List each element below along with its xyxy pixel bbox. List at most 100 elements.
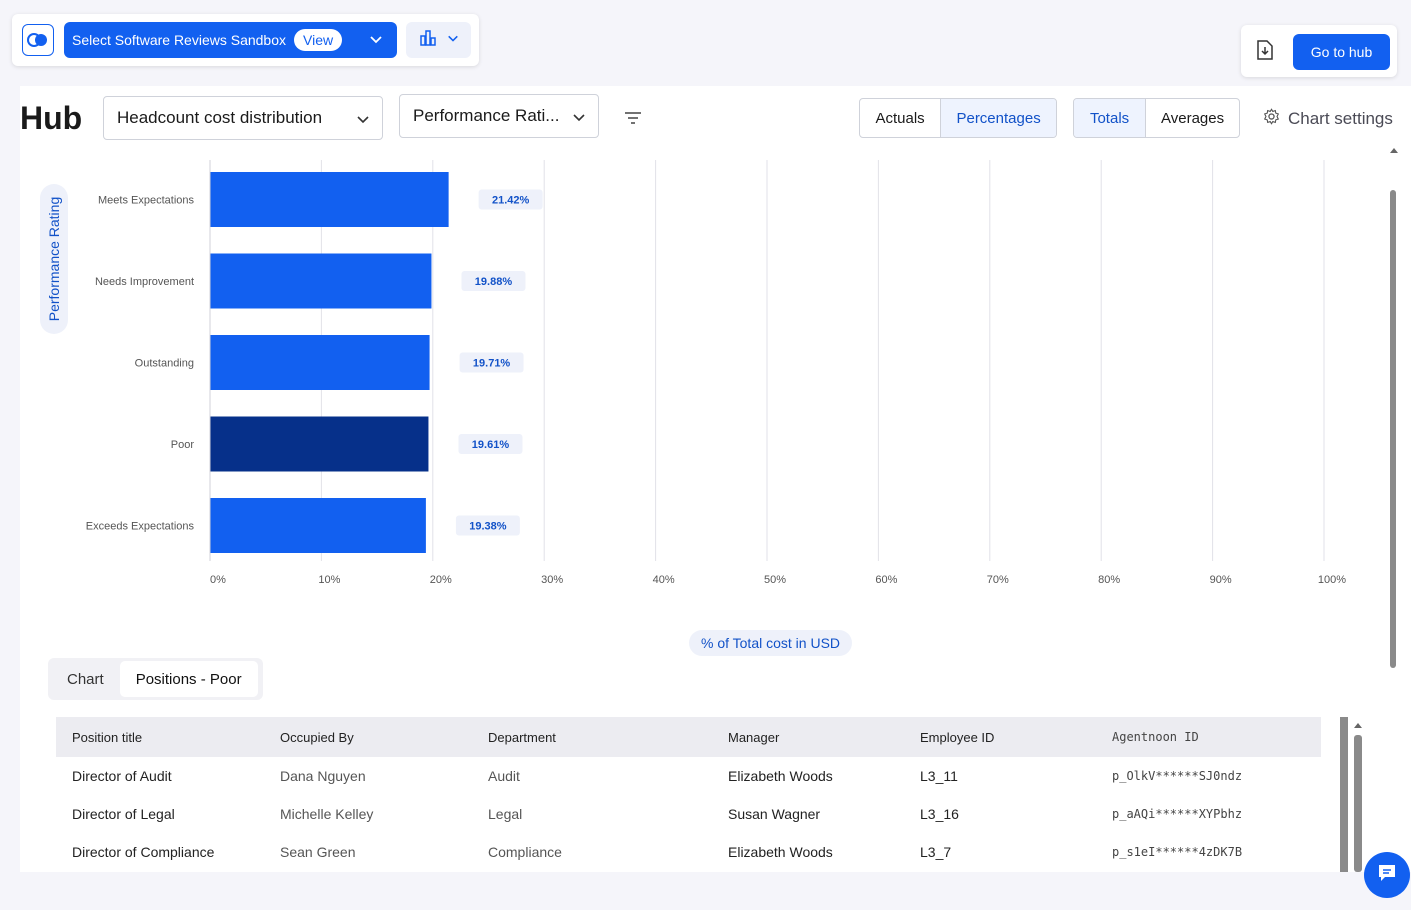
chevron-down-icon bbox=[356, 111, 370, 131]
bar bbox=[210, 416, 429, 472]
manager: Susan Wagner bbox=[728, 806, 821, 822]
chat-icon bbox=[1375, 861, 1399, 890]
x-tick-label: 30% bbox=[541, 574, 563, 586]
column-header[interactable]: Occupied By bbox=[280, 729, 354, 745]
x-tick-label: 70% bbox=[987, 574, 1009, 586]
value-label-bg bbox=[458, 434, 523, 454]
agentnoon-id: p_s1eI******4zDK7B bbox=[1112, 845, 1243, 859]
x-tick-label: 10% bbox=[318, 574, 340, 586]
x-tick-label: 100% bbox=[1318, 574, 1346, 586]
column-header[interactable]: Manager bbox=[728, 729, 780, 745]
value-label-bg bbox=[461, 271, 526, 291]
occupied-by: Michelle Kelley bbox=[280, 806, 374, 822]
column-header[interactable]: Position title bbox=[72, 729, 143, 745]
view-tabs: Chart Positions - Poor bbox=[48, 658, 263, 700]
hub-panel: Hub Headcount cost distribution Performa… bbox=[20, 86, 1411, 872]
sandbox-selector[interactable]: Select Software Reviews Sandbox View bbox=[64, 22, 397, 58]
occupied-by: Dana Nguyen bbox=[280, 768, 366, 784]
tab-actuals[interactable]: Actuals bbox=[875, 109, 925, 127]
table-scrollbar-thumb[interactable] bbox=[1354, 735, 1362, 872]
x-tick-label: 90% bbox=[1210, 574, 1232, 586]
department: Audit bbox=[488, 768, 520, 784]
x-tick-label: 20% bbox=[430, 574, 452, 586]
manager: Elizabeth Woods bbox=[728, 844, 833, 860]
x-tick-label: 60% bbox=[875, 574, 897, 586]
chart-type-selector[interactable] bbox=[406, 22, 471, 58]
tab-averages[interactable]: Averages bbox=[1145, 99, 1239, 137]
agentnoon-id: p_OlkV******SJ0ndz bbox=[1112, 769, 1243, 783]
aggregate-toggle: Totals Averages bbox=[1073, 98, 1240, 138]
chevron-down-icon bbox=[572, 109, 586, 129]
category-label: Outstanding bbox=[135, 358, 194, 370]
value-label: 19.61% bbox=[472, 439, 510, 451]
x-tick-label: 80% bbox=[1098, 574, 1120, 586]
column-header[interactable]: Agentnoon ID bbox=[1112, 730, 1199, 744]
view-button[interactable]: View bbox=[294, 29, 343, 51]
group-by-dropdown-value: Performance Rati... bbox=[413, 106, 560, 125]
employee-id: L3_16 bbox=[920, 806, 959, 822]
right-toolbar: Go to hub bbox=[1241, 25, 1397, 77]
filter-icon[interactable] bbox=[624, 110, 642, 131]
sandbox-label: Select Software Reviews Sandbox bbox=[72, 32, 286, 48]
chart-scrollbar[interactable] bbox=[1390, 146, 1398, 668]
tab-percentages[interactable]: Percentages bbox=[940, 99, 1056, 137]
download-icon[interactable] bbox=[1255, 39, 1275, 66]
bar bbox=[210, 335, 430, 390]
value-label: 21.42% bbox=[492, 195, 530, 207]
x-tick-label: 50% bbox=[764, 574, 786, 586]
occupied-by: Sean Green bbox=[280, 844, 356, 860]
x-axis-label: % of Total cost in USD bbox=[689, 630, 853, 656]
table-header: Position title Occupied By Department Ma… bbox=[56, 717, 1321, 757]
table-scrollbar[interactable] bbox=[1340, 717, 1364, 872]
page-title: Hub bbox=[20, 100, 83, 136]
chat-button[interactable] bbox=[1364, 852, 1410, 898]
column-header[interactable]: Employee ID bbox=[920, 729, 995, 745]
category-label: Meets Expectations bbox=[98, 195, 194, 207]
x-tick-label: 40% bbox=[653, 574, 675, 586]
chart-settings-label: Chart settings bbox=[1288, 109, 1393, 128]
go-to-hub-button[interactable]: Go to hub bbox=[1293, 34, 1390, 70]
value-mode-toggle: Actuals Percentages bbox=[859, 98, 1057, 138]
app-logo-icon[interactable] bbox=[22, 24, 54, 56]
department: Compliance bbox=[488, 844, 562, 860]
agentnoon-id: p_aAQi******XYPbhz bbox=[1112, 807, 1243, 821]
manager: Elizabeth Woods bbox=[728, 768, 833, 784]
value-label: 19.71% bbox=[473, 358, 511, 370]
category-label: Poor bbox=[171, 439, 195, 451]
department: Legal bbox=[488, 806, 523, 822]
position-title: Director of Legal bbox=[72, 806, 175, 822]
category-label: Needs Improvement bbox=[95, 276, 194, 288]
table-scrollbar-track bbox=[1340, 717, 1348, 872]
bar-chart: 0% 10% 20% 30% 40% 50% 60% 70% 80% 90% 100% Meets E… bbox=[86, 160, 1346, 586]
category-label: Exceeds Expectations bbox=[86, 521, 195, 533]
top-toolbar: Select Software Reviews Sandbox View bbox=[12, 14, 479, 66]
tab-totals[interactable]: Totals bbox=[1074, 99, 1146, 137]
value-label-bg bbox=[478, 189, 543, 210]
chart-settings-button[interactable]: Chart settings bbox=[1263, 108, 1393, 130]
gear-icon bbox=[1263, 108, 1280, 130]
table-row[interactable]: Director of Legal Michelle Kelley Legal … bbox=[56, 795, 1321, 833]
value-label: 19.38% bbox=[469, 521, 507, 533]
bar bbox=[210, 253, 432, 309]
x-tick-label: 0% bbox=[210, 574, 226, 586]
chevron-down-icon bbox=[369, 32, 383, 49]
employee-id: L3_7 bbox=[920, 844, 952, 860]
chevron-down-icon bbox=[447, 31, 459, 49]
position-title: Director of Audit bbox=[72, 768, 172, 784]
employee-id: L3_11 bbox=[920, 768, 958, 784]
table-row[interactable]: Director of Audit Dana Nguyen Audit Eliz… bbox=[56, 757, 1321, 795]
position-title: Director of Compliance bbox=[72, 844, 215, 860]
bar-chart-icon bbox=[419, 29, 437, 52]
chart-scrollbar-thumb[interactable] bbox=[1390, 190, 1396, 668]
value-label-bg bbox=[459, 352, 524, 373]
value-label-bg bbox=[455, 515, 520, 536]
tab-positions-poor[interactable]: Positions - Poor bbox=[119, 661, 258, 697]
table-row[interactable]: Director of Compliance Sean Green Compli… bbox=[56, 833, 1321, 871]
column-header[interactable]: Department bbox=[488, 729, 556, 745]
y-axis-label-pill bbox=[40, 184, 68, 334]
tab-chart[interactable]: Chart bbox=[67, 670, 104, 688]
bar bbox=[210, 172, 449, 227]
bar bbox=[210, 498, 426, 553]
metric-dropdown[interactable]: Headcount cost distribution bbox=[103, 96, 383, 140]
group-by-dropdown[interactable]: Performance Rati... bbox=[399, 94, 599, 138]
